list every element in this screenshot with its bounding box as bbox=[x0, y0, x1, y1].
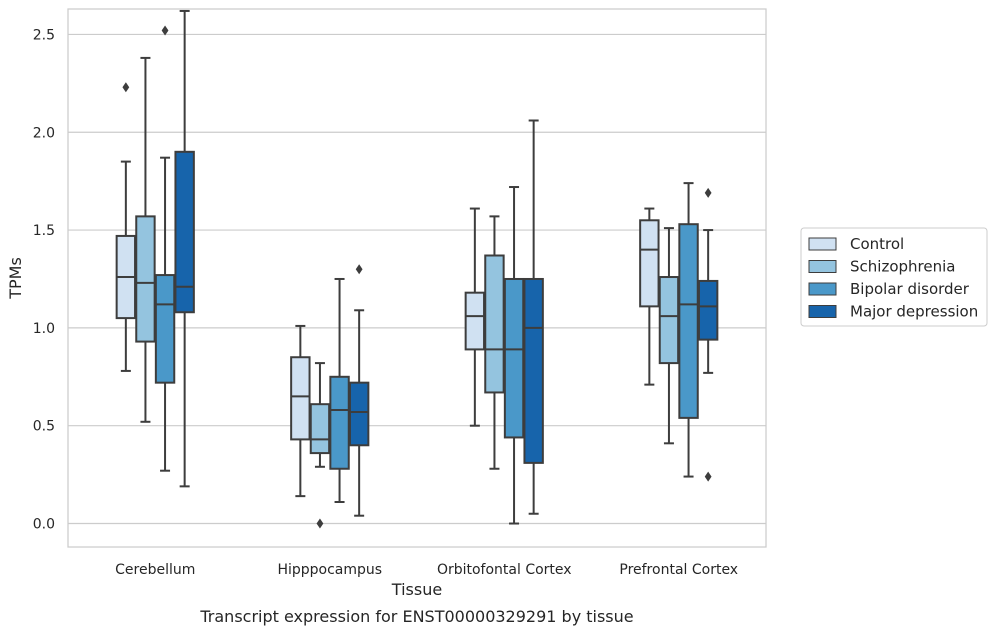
iqr-box bbox=[523, 277, 544, 464]
box-bipolar-disorder bbox=[503, 186, 525, 525]
y-tick-labels: 0.0 0.5 1.0 1.5 2.0 2.5 bbox=[33, 27, 55, 532]
y-tick-label: 2.5 bbox=[33, 27, 55, 43]
box-control bbox=[639, 207, 660, 386]
iqr-box bbox=[174, 150, 195, 314]
legend-label: Bipolar disorder bbox=[850, 280, 970, 298]
iqr-box bbox=[464, 291, 486, 351]
iqr-box bbox=[329, 375, 350, 470]
box-bipolar-disorder bbox=[154, 25, 176, 472]
x-tick-label: Orbitofontal Cortex bbox=[437, 562, 572, 578]
legend-swatch bbox=[808, 237, 837, 251]
box-bipolar-disorder bbox=[678, 182, 699, 478]
iqr-box bbox=[639, 219, 660, 308]
y-tick-label: 0.5 bbox=[33, 419, 55, 435]
x-tick-label: Cerebellum bbox=[115, 562, 195, 578]
outlier-point bbox=[355, 264, 363, 275]
box-control bbox=[464, 207, 486, 427]
box-bipolar-disorder bbox=[329, 277, 350, 504]
iqr-box bbox=[290, 356, 311, 441]
box-control bbox=[290, 324, 311, 498]
legend-frame bbox=[800, 227, 988, 327]
legend-label: Control bbox=[850, 235, 904, 253]
box-major-depression bbox=[348, 264, 370, 517]
iqr-box bbox=[484, 254, 505, 394]
box-schizophrenia bbox=[658, 227, 680, 445]
legend-swatch bbox=[808, 305, 837, 318]
box-major-depression bbox=[174, 9, 195, 488]
iqr-box bbox=[678, 223, 699, 419]
legend-label: Schizophrenia bbox=[850, 258, 955, 276]
outlier-point bbox=[316, 518, 324, 529]
box-major-depression bbox=[523, 119, 544, 515]
x-axis-label: Tissue bbox=[391, 580, 442, 599]
legend-label: Major depression bbox=[850, 303, 978, 321]
box-schizophrenia bbox=[135, 56, 156, 423]
iqr-box bbox=[658, 276, 680, 365]
outlier-point bbox=[704, 471, 712, 482]
y-tick-label: 2.0 bbox=[33, 125, 55, 141]
iqr-box bbox=[503, 277, 525, 439]
plot-frame bbox=[67, 8, 767, 548]
chart-caption: Transcript expression for ENST0000032929… bbox=[199, 607, 633, 626]
outlier-point bbox=[704, 187, 712, 198]
outlier-point bbox=[161, 25, 169, 36]
box-groups bbox=[115, 9, 719, 529]
iqr-box bbox=[154, 274, 176, 384]
y-axis-label: TPMs bbox=[6, 257, 25, 300]
box-schizophrenia bbox=[484, 215, 505, 470]
legend-swatch bbox=[808, 260, 837, 273]
legend-swatch bbox=[808, 282, 837, 296]
box-schizophrenia bbox=[309, 362, 331, 529]
y-tick-label: 0.0 bbox=[33, 517, 55, 533]
iqr-box bbox=[309, 403, 331, 455]
legend: Control Schizophrenia Bipolar disorder Majo… bbox=[800, 227, 988, 327]
iqr-box bbox=[348, 381, 370, 447]
x-tick-label: Prefrontal Cortex bbox=[619, 562, 738, 578]
iqr-box bbox=[135, 215, 156, 343]
x-tick-labels: Cerebellum Hipppocampus Orbitofontal Corte… bbox=[115, 562, 738, 578]
outlier-point bbox=[122, 82, 130, 93]
box-major-depression bbox=[697, 187, 719, 482]
x-tick-label: Hipppocampus bbox=[277, 562, 382, 578]
iqr-box bbox=[697, 279, 719, 341]
y-tick-label: 1.5 bbox=[33, 223, 55, 239]
box-control bbox=[115, 82, 137, 372]
y-tick-label: 1.0 bbox=[33, 321, 55, 337]
